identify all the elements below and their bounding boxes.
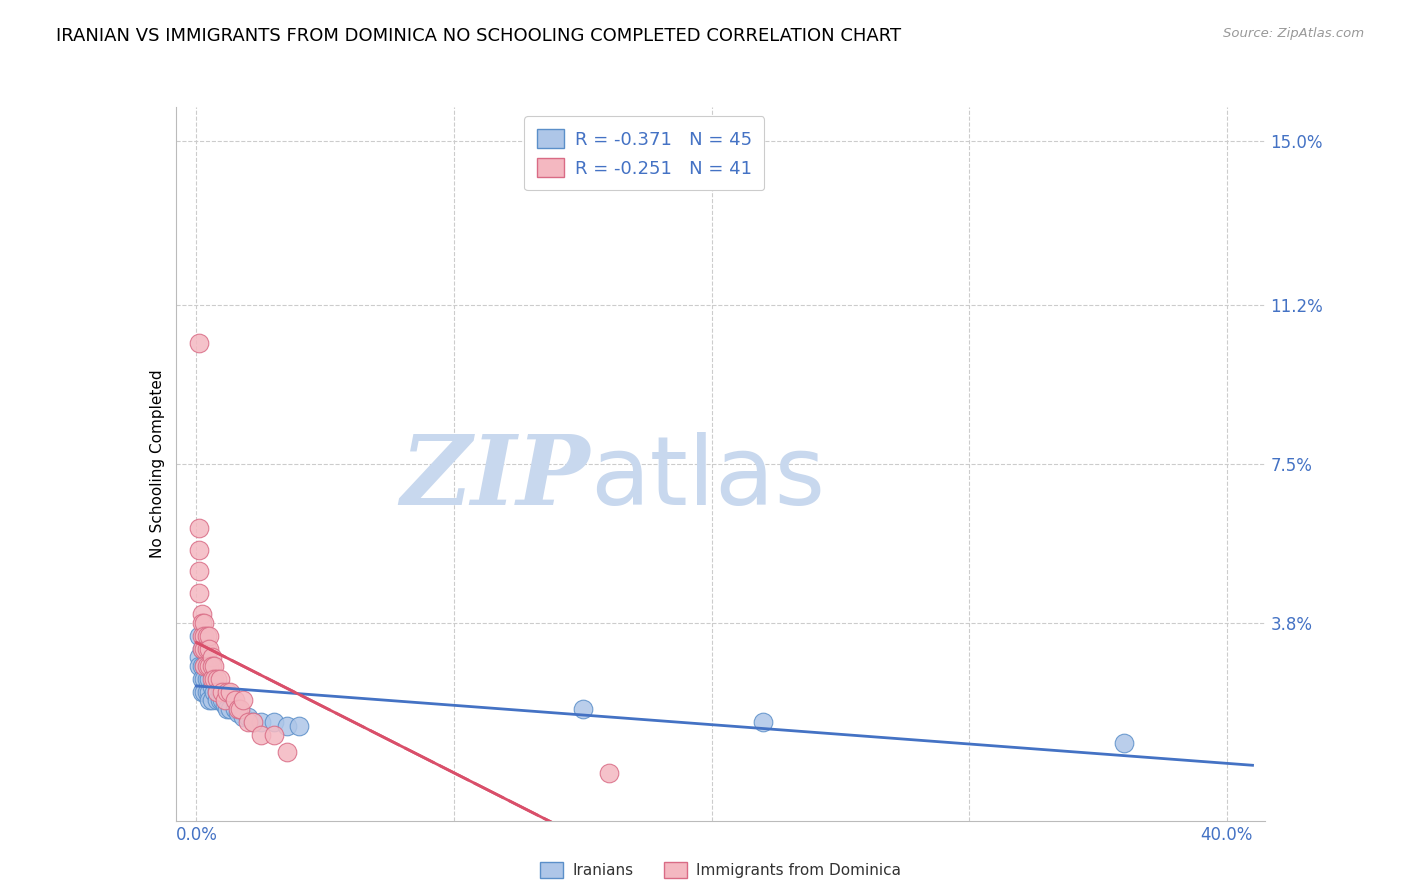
Point xyxy=(187,650,209,665)
Point xyxy=(249,714,271,729)
Point xyxy=(276,745,298,759)
Point xyxy=(263,714,285,729)
Point xyxy=(190,672,212,686)
Point xyxy=(205,684,228,698)
Point xyxy=(195,684,218,698)
Point xyxy=(263,728,285,742)
Y-axis label: No Schooling Completed: No Schooling Completed xyxy=(149,369,165,558)
Point xyxy=(288,719,311,733)
Point xyxy=(190,607,212,622)
Point xyxy=(187,586,209,600)
Point xyxy=(752,714,775,729)
Point xyxy=(229,702,252,716)
Point xyxy=(276,719,298,733)
Point xyxy=(187,659,209,673)
Point xyxy=(195,672,218,686)
Point xyxy=(201,667,224,681)
Point xyxy=(187,564,209,578)
Point xyxy=(202,684,225,698)
Point xyxy=(198,693,221,707)
Point xyxy=(198,659,221,673)
Point xyxy=(190,641,212,656)
Point xyxy=(187,521,209,535)
Point xyxy=(195,629,218,643)
Point xyxy=(226,702,249,716)
Point xyxy=(195,650,218,665)
Point xyxy=(195,659,218,673)
Point xyxy=(205,693,228,707)
Point xyxy=(198,672,221,686)
Text: ZIP: ZIP xyxy=(401,431,591,525)
Point xyxy=(193,641,215,656)
Point xyxy=(190,629,212,643)
Point xyxy=(190,615,212,630)
Point xyxy=(242,714,264,729)
Point xyxy=(598,766,620,780)
Point xyxy=(236,710,259,724)
Point xyxy=(193,672,215,686)
Point xyxy=(201,681,224,695)
Point xyxy=(198,684,221,698)
Point xyxy=(195,659,218,673)
Point xyxy=(205,672,228,686)
Point xyxy=(218,702,240,716)
Point xyxy=(232,693,254,707)
Point xyxy=(211,693,233,707)
Point xyxy=(214,698,236,712)
Point xyxy=(198,659,221,673)
Point xyxy=(208,684,231,698)
Point xyxy=(201,693,224,707)
Point xyxy=(193,615,215,630)
Text: Source: ZipAtlas.com: Source: ZipAtlas.com xyxy=(1223,27,1364,40)
Text: atlas: atlas xyxy=(591,432,825,524)
Point xyxy=(187,336,209,351)
Point xyxy=(217,702,239,716)
Point xyxy=(1112,736,1135,750)
Point xyxy=(224,693,246,707)
Point xyxy=(211,684,233,698)
Point xyxy=(236,714,259,729)
Legend: Iranians, Immigrants from Dominica: Iranians, Immigrants from Dominica xyxy=(534,855,907,884)
Point xyxy=(202,676,225,690)
Point xyxy=(187,542,209,557)
Point xyxy=(187,629,209,643)
Point xyxy=(217,684,239,698)
Point xyxy=(571,702,593,716)
Point xyxy=(198,641,221,656)
Point xyxy=(205,684,228,698)
Point xyxy=(198,629,221,643)
Point xyxy=(193,684,215,698)
Point xyxy=(232,710,254,724)
Point xyxy=(249,728,271,742)
Point xyxy=(214,693,236,707)
Point xyxy=(226,706,249,721)
Point xyxy=(201,672,224,686)
Point xyxy=(190,659,212,673)
Point xyxy=(193,659,215,673)
Point xyxy=(193,659,215,673)
Point xyxy=(190,641,212,656)
Point xyxy=(201,659,224,673)
Text: IRANIAN VS IMMIGRANTS FROM DOMINICA NO SCHOOLING COMPLETED CORRELATION CHART: IRANIAN VS IMMIGRANTS FROM DOMINICA NO S… xyxy=(56,27,901,45)
Point xyxy=(208,672,231,686)
Point xyxy=(202,659,225,673)
Point xyxy=(218,684,240,698)
Point xyxy=(190,684,212,698)
Point xyxy=(193,629,215,643)
Point xyxy=(208,693,231,707)
Point xyxy=(202,672,225,686)
Point xyxy=(201,650,224,665)
Point xyxy=(242,714,264,729)
Point xyxy=(193,641,215,656)
Point xyxy=(195,641,218,656)
Point xyxy=(193,629,215,643)
Point xyxy=(224,702,246,716)
